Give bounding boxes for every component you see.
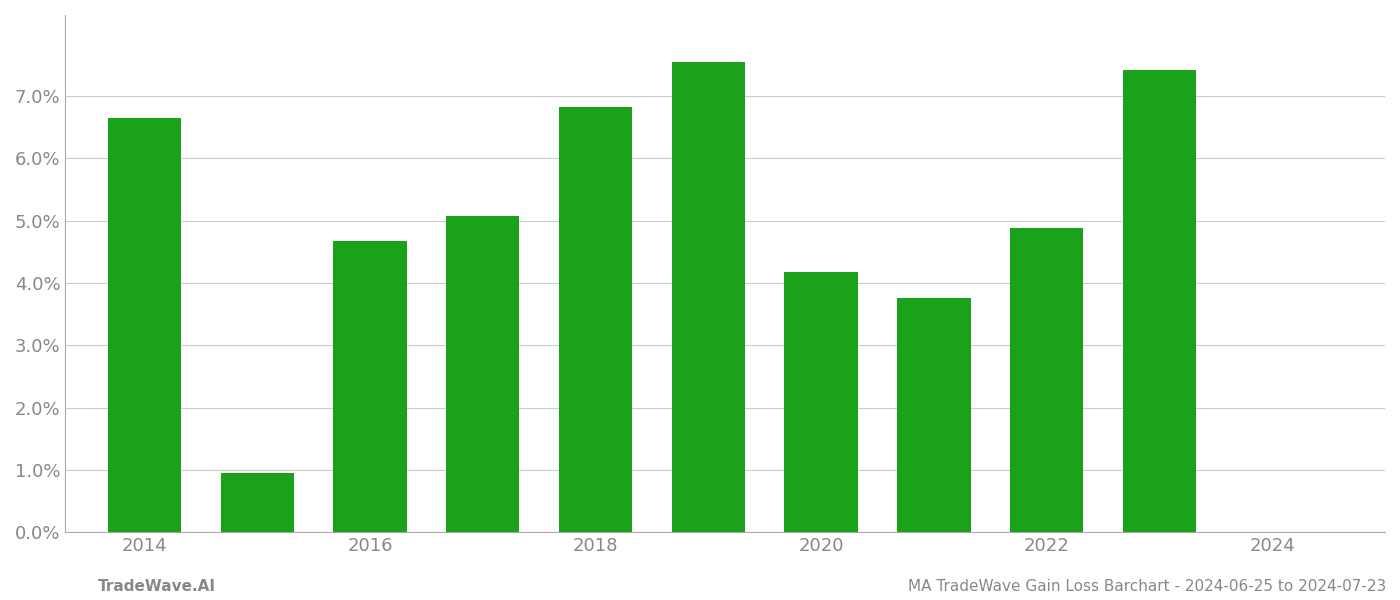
Bar — [784, 272, 858, 532]
Bar — [672, 62, 745, 532]
Text: TradeWave.AI: TradeWave.AI — [98, 579, 216, 594]
Bar — [333, 241, 406, 532]
Bar — [1123, 70, 1196, 532]
Bar — [447, 215, 519, 532]
Bar — [108, 118, 181, 532]
Text: MA TradeWave Gain Loss Barchart - 2024-06-25 to 2024-07-23: MA TradeWave Gain Loss Barchart - 2024-0… — [907, 579, 1386, 594]
Bar — [897, 298, 970, 532]
Bar — [1009, 228, 1084, 532]
Bar — [559, 107, 633, 532]
Bar — [221, 473, 294, 532]
